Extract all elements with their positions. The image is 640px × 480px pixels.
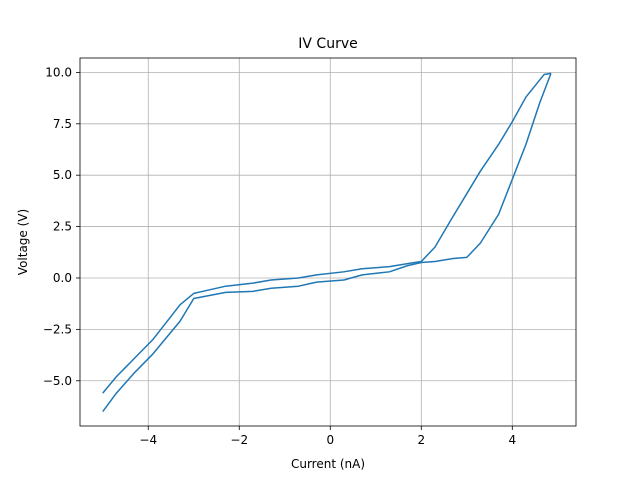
grid (80, 58, 576, 426)
x-axis-label: Current (nA) (291, 457, 365, 471)
x-tick-label: 2 (417, 433, 425, 447)
x-tick-label: 0 (326, 433, 334, 447)
chart-title: IV Curve (298, 36, 357, 52)
x-tick-label: −2 (230, 433, 248, 447)
y-tick-label: −5.0 (43, 374, 72, 388)
x-tick-label: −4 (139, 433, 157, 447)
y-tick-label: 5.0 (53, 168, 72, 182)
y-tick-label: 2.5 (53, 220, 72, 234)
axes-frame (79, 57, 577, 427)
ticks: −4 −2 0 2 4 −5.0 −2.5 0.0 2.5 5.0 7.5 10.0 (43, 65, 516, 447)
y-axis-label: Voltage (V) (16, 209, 30, 275)
series-layer (102, 72, 552, 413)
series-line-2 (102, 73, 552, 413)
y-tick-label: 10.0 (45, 65, 72, 79)
y-tick-label: −2.5 (43, 322, 72, 336)
y-tick-label: 0.0 (53, 271, 72, 285)
x-tick-label: 4 (508, 433, 516, 447)
y-tick-label: 7.5 (53, 117, 72, 131)
series-line-1 (102, 72, 552, 394)
